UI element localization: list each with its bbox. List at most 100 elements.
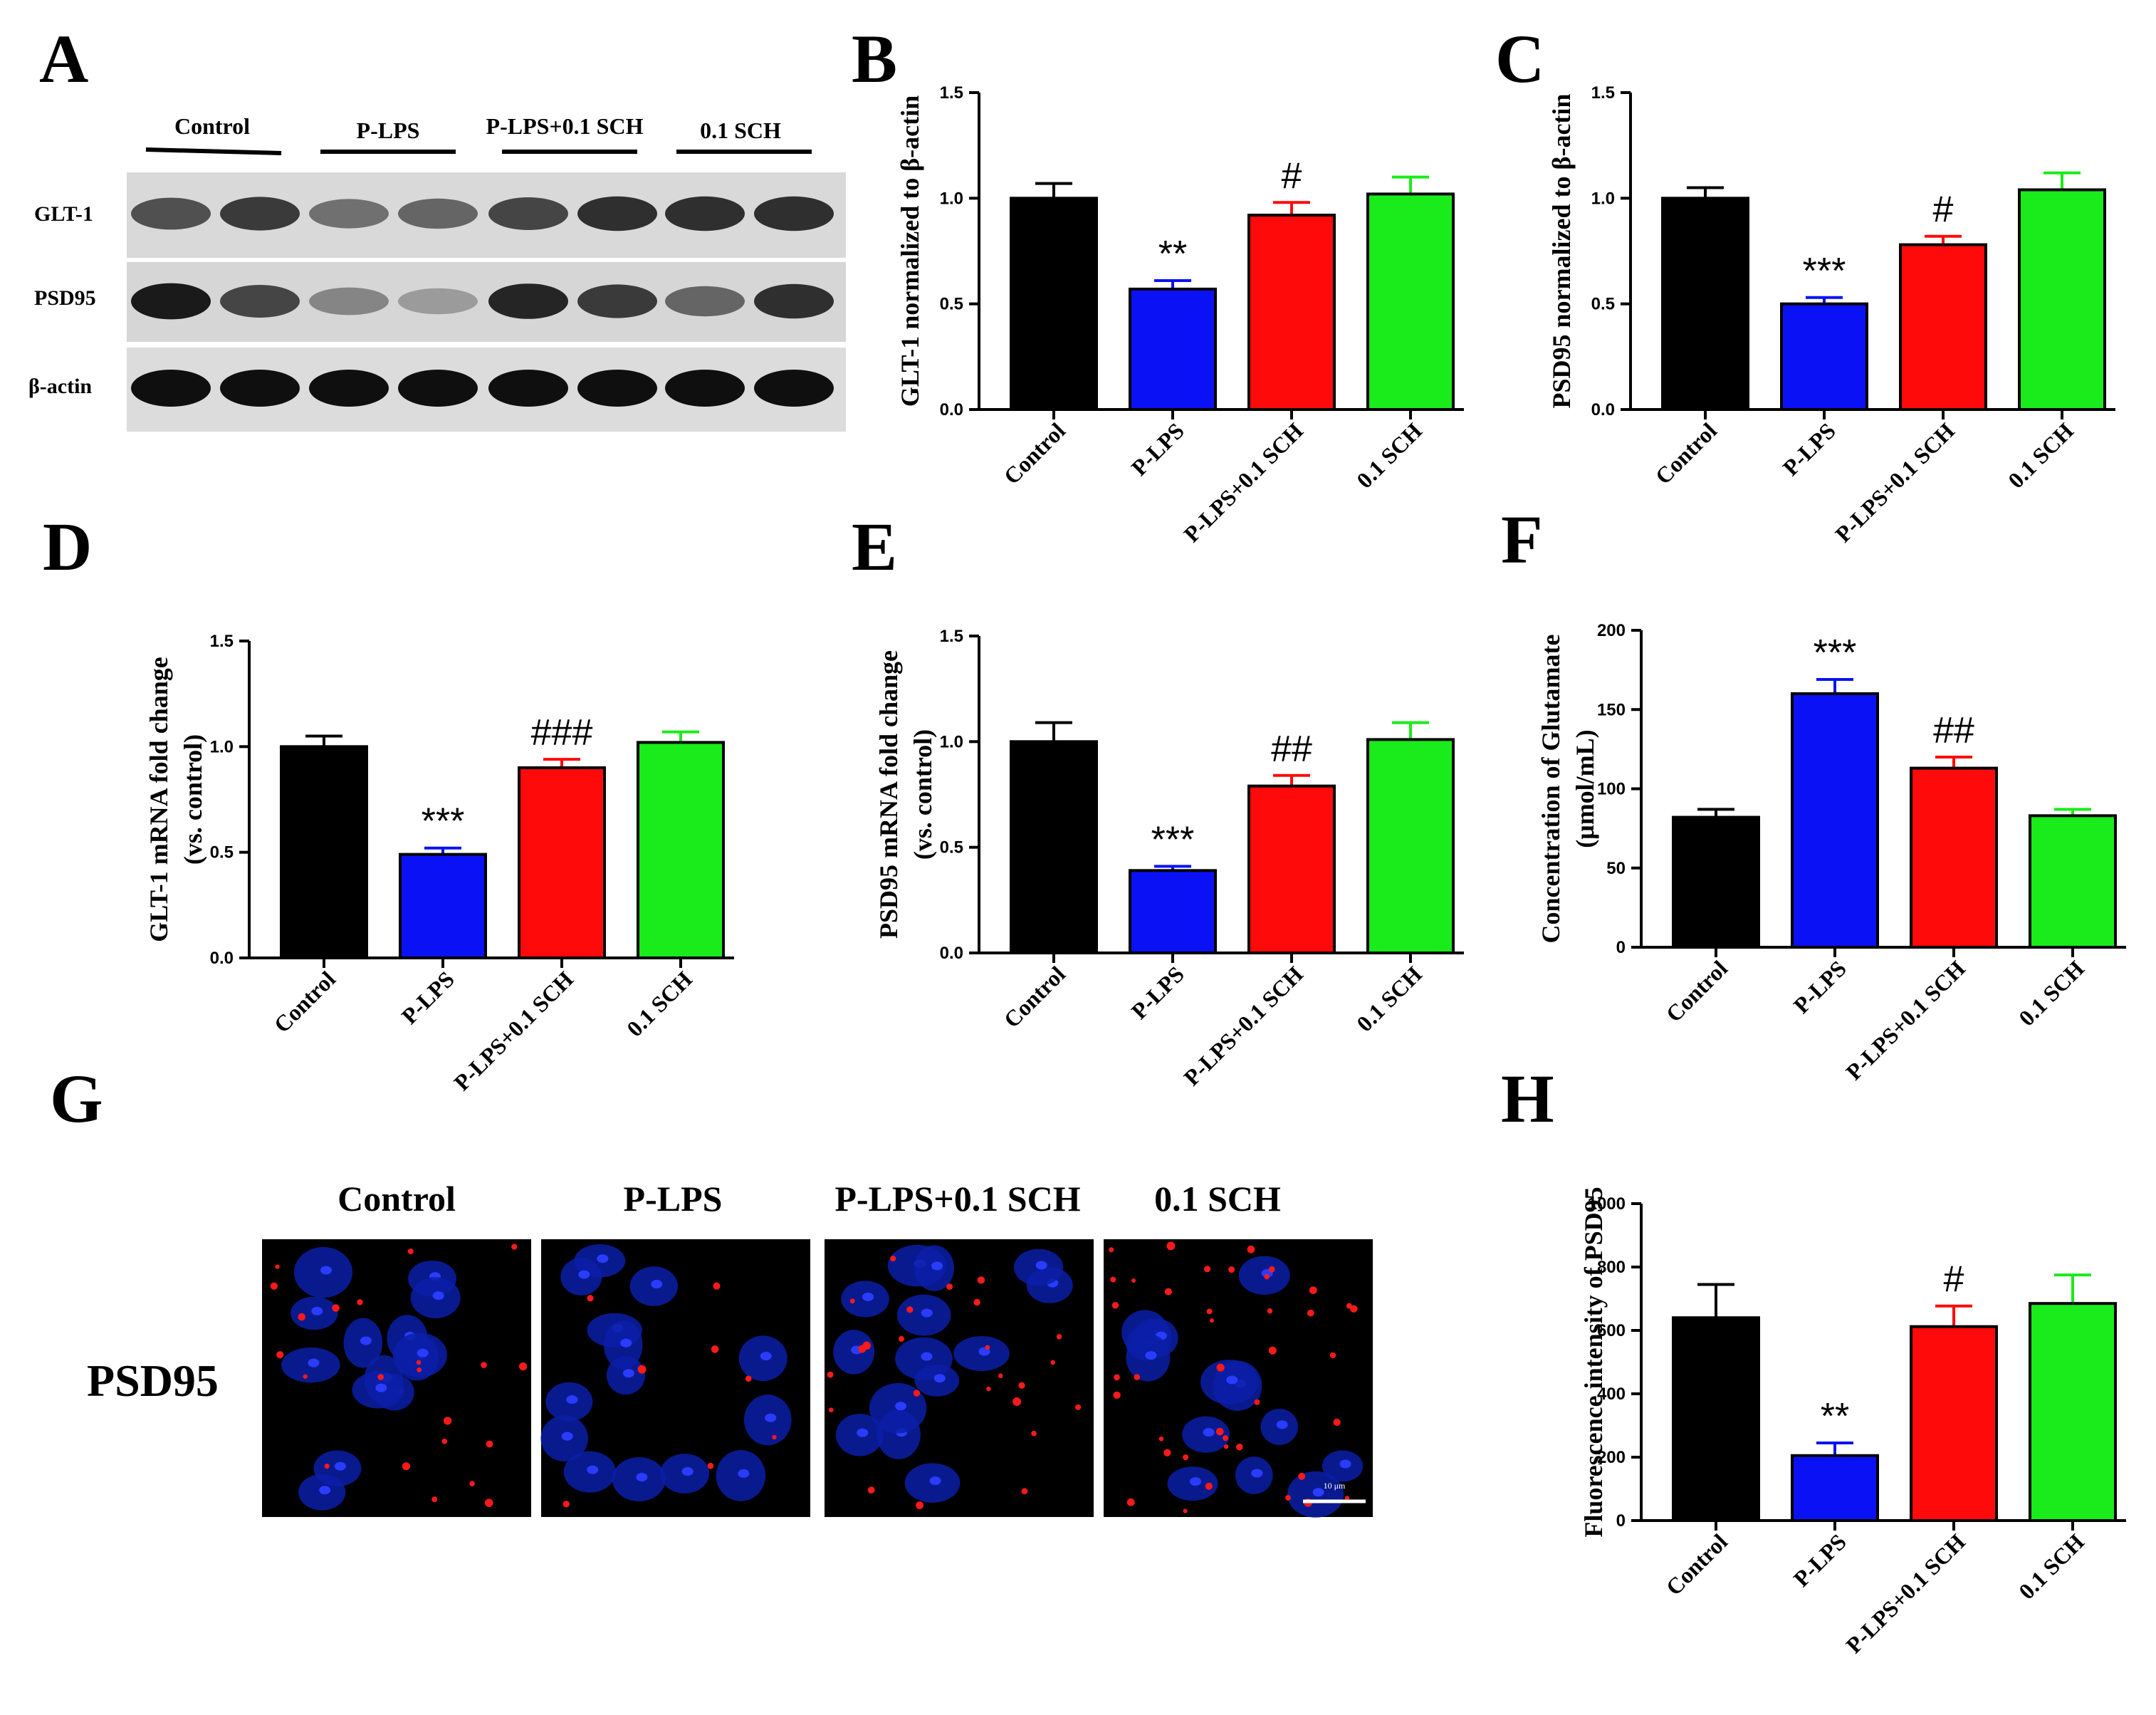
if-column-label: 0.1 SCH [1154, 1179, 1281, 1219]
nucleolus [895, 1402, 907, 1411]
bar [1780, 302, 1868, 411]
if-images [262, 1239, 1373, 1518]
nucleolus [651, 1279, 663, 1288]
y-tick-label: 1000 [1588, 1194, 1626, 1214]
blot-band [398, 370, 478, 407]
psd95-puncta [1285, 1495, 1291, 1501]
blot-lane-label: 0.1 SCH [700, 118, 781, 143]
significance-marker: # [1933, 189, 1954, 231]
psd95-puncta [862, 1341, 871, 1350]
significance-marker: ## [1933, 710, 1974, 751]
y-tick-label: 0.0 [940, 400, 963, 419]
significance-marker: ### [531, 712, 593, 754]
psd95-puncta [1333, 1418, 1341, 1427]
psd95-puncta [275, 1264, 280, 1269]
y-tick-label: 800 [1597, 1258, 1626, 1277]
psd95-puncta [1163, 1449, 1171, 1456]
psd95-puncta [1183, 1508, 1188, 1513]
y-tick-label: 0.5 [1591, 295, 1615, 314]
psd95-puncta [1050, 1360, 1055, 1365]
y-tick-label: 1.0 [210, 737, 234, 756]
nucleolus [417, 1348, 429, 1357]
blot-band [754, 283, 834, 319]
bar [1247, 214, 1336, 411]
blot-band [398, 288, 478, 315]
psd95-puncta [946, 1283, 953, 1291]
if-row-label: PSD95 [87, 1355, 219, 1406]
psd95-puncta [1264, 1273, 1270, 1280]
nucleolus [360, 1336, 372, 1345]
y-tick-label: 0.0 [1591, 400, 1615, 419]
blot-band [577, 370, 657, 407]
psd95-puncta [1228, 1266, 1235, 1273]
bar [1672, 815, 1760, 949]
category-label: 0.1 SCH [2014, 955, 2089, 1031]
psd95-puncta [1110, 1276, 1116, 1283]
bar [1899, 243, 1987, 411]
category-label: P-LPS [1126, 961, 1189, 1023]
category-label: 0.1 SCH [2003, 417, 2078, 493]
psd95-puncta [1254, 1399, 1260, 1405]
bar [2029, 1302, 2117, 1523]
significance-marker: ## [1271, 729, 1312, 770]
y-axis-label: Fluorescence intensity of PSD95 [1579, 1187, 1608, 1537]
psd95-puncta [1018, 1382, 1025, 1389]
nucleolus [319, 1486, 331, 1495]
psd95-puncta [998, 1373, 1003, 1379]
if-column-label: Control [337, 1179, 456, 1219]
blot-bands [131, 196, 834, 407]
psd95-puncta [1109, 1247, 1114, 1253]
blot-band [754, 370, 834, 407]
nucleolus [1339, 1459, 1351, 1469]
nucleolus [765, 1413, 777, 1422]
nucleolus [1251, 1469, 1263, 1478]
psd95-puncta [1021, 1488, 1028, 1495]
chart-e: 0.0 0.5 1.0 1.5 Control P-LPS *** P-LPS+0.1 SCH… [874, 627, 1464, 1090]
blot-band [309, 199, 389, 229]
psd95-puncta [484, 1498, 493, 1507]
bar [1661, 197, 1749, 411]
blot-band [131, 197, 211, 230]
bar [1366, 738, 1455, 955]
psd95-puncta [402, 1462, 410, 1471]
blot-band [665, 286, 745, 317]
category-label: P-LPS [397, 966, 459, 1028]
psd95-puncta [469, 1481, 475, 1486]
psd95-puncta [1134, 1374, 1141, 1380]
y-axis-label: Concentration of Glutamate [1537, 635, 1565, 944]
bar [2029, 814, 2117, 949]
psd95-puncta [1111, 1302, 1119, 1309]
if-column-label: P-LPS+0.1 SCH [834, 1179, 1080, 1219]
nucleolus [760, 1352, 772, 1361]
significance-marker: *** [1803, 251, 1846, 292]
psd95-puncta [827, 1371, 834, 1378]
psd95-puncta [1298, 1472, 1306, 1480]
nucleolus [636, 1472, 648, 1481]
category-label: Control [1650, 417, 1722, 489]
psd95-puncta [1205, 1482, 1213, 1490]
psd95-puncta [357, 1299, 363, 1305]
psd95-puncta [890, 1256, 896, 1262]
panel-letter-a: A [39, 21, 88, 97]
blot-band [665, 370, 745, 407]
panel-letter-f: F [1501, 501, 1543, 578]
y-tick-label: 400 [1597, 1385, 1626, 1404]
panel-letter-c: C [1495, 21, 1544, 97]
blot-lane-label: P-LPS [357, 118, 420, 143]
nucleolus [308, 1358, 320, 1367]
western-blot-panel: Control P-LPS P-LPS+0.1 SCH 0.1 SCH GLT-… [28, 113, 846, 432]
psd95-puncta [377, 1374, 384, 1380]
if-image [1104, 1239, 1373, 1518]
y-axis-label: GLT-1 normalized to β-actin [896, 95, 924, 407]
psd95-puncta [1075, 1404, 1082, 1410]
nucleolus [681, 1467, 694, 1476]
psd95-puncta [1247, 1245, 1255, 1253]
blot-band [398, 198, 478, 229]
blot-band [488, 370, 568, 407]
psd95-puncta [1114, 1374, 1120, 1381]
psd95-puncta [1223, 1444, 1229, 1449]
psd95-puncta [1131, 1278, 1136, 1283]
psd95-puncta [481, 1362, 487, 1368]
psd95-puncta [867, 1486, 875, 1494]
psd95-puncta [829, 1407, 834, 1413]
